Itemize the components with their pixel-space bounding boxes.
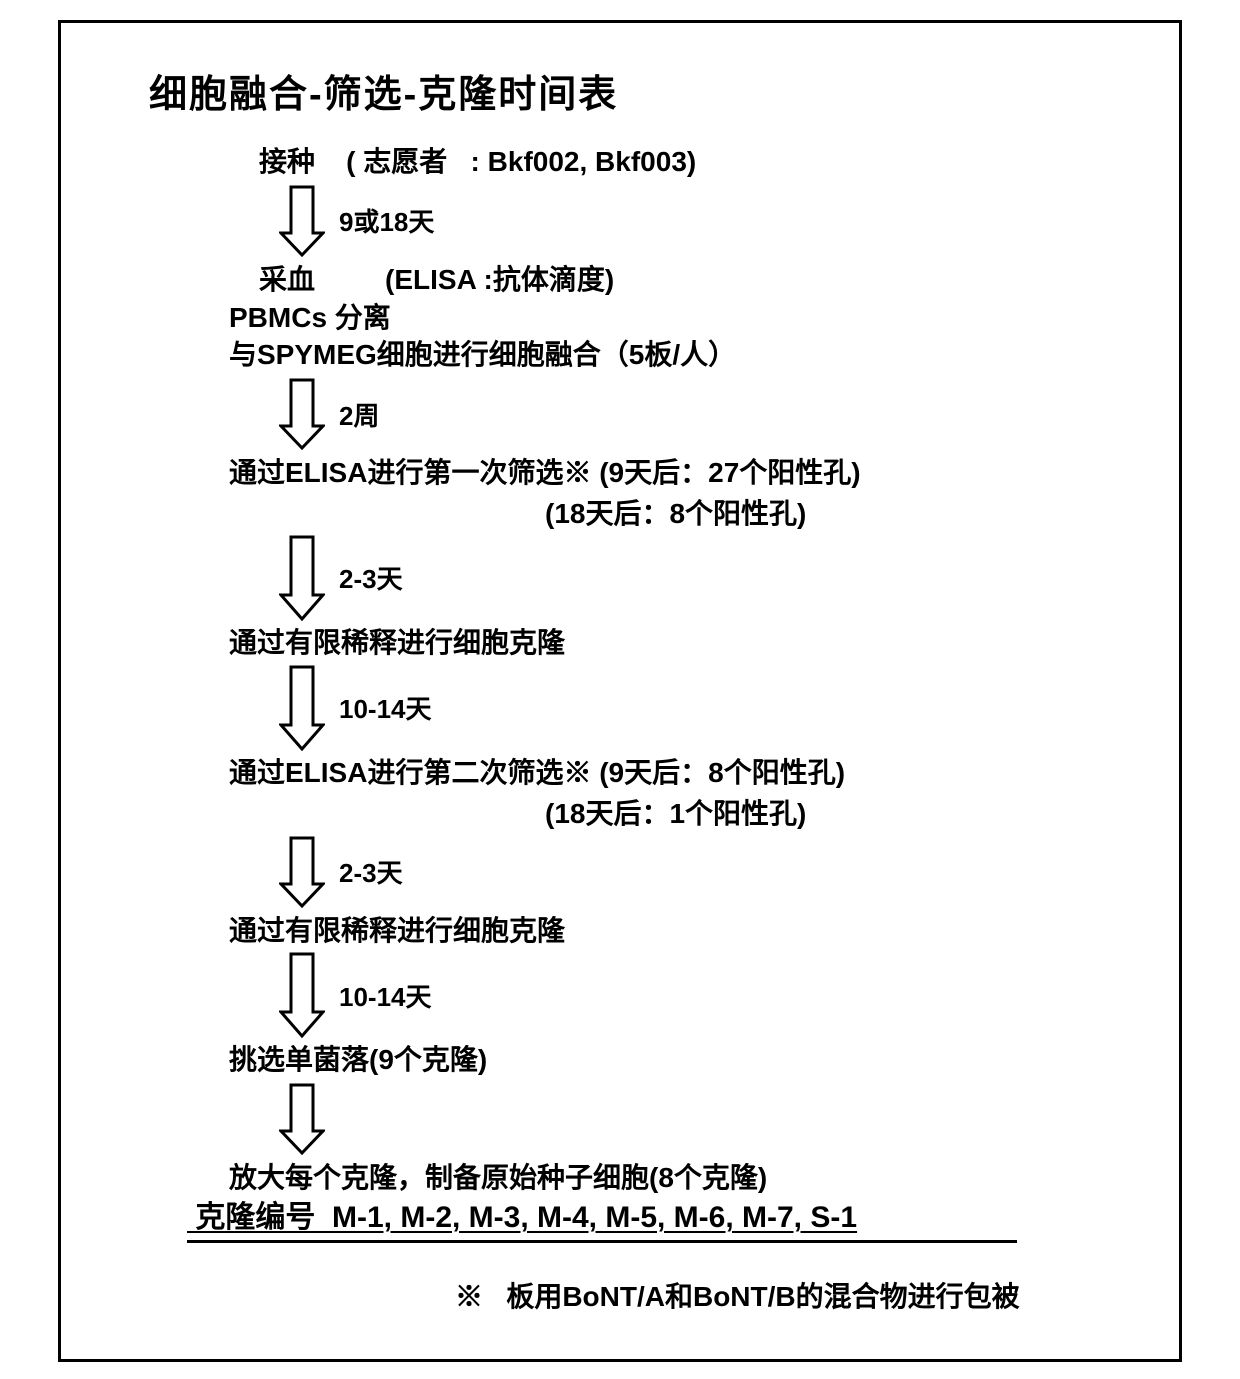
down-arrow-icon	[279, 378, 325, 450]
down-arrow-icon	[279, 952, 325, 1038]
arrow-2-label: 2周	[339, 396, 379, 433]
arrow-7	[279, 1079, 1199, 1159]
flowchart: 接种 ( 志愿者 : Bkf002, Bkf003) 9或18天 采血 (ELI…	[239, 143, 1199, 1197]
down-arrow-icon	[279, 836, 325, 908]
step-first-screening-note: (18天后：8个阳性孔)	[545, 492, 1199, 532]
down-arrow-icon	[279, 535, 325, 621]
step-second-screening: 通过ELISA进行第二次筛选※ (9天后：8个阳性孔)	[229, 754, 1199, 792]
step-pbmc-isolation: PBMCs 分离	[229, 299, 1199, 337]
step-cloning-2: 通过有限稀释进行细胞克隆	[229, 912, 1199, 950]
step-second-screening-note: (18天后：1个阳性孔)	[545, 792, 1199, 832]
arrow-5: 2-3天	[279, 832, 1199, 912]
arrow-1: 9或18天	[279, 181, 1199, 261]
diagram-title: 细胞融合-筛选-克隆时间表	[149, 63, 618, 118]
step-cloning-1: 通过有限稀释进行细胞克隆	[229, 624, 1199, 662]
arrow-1-label: 9或18天	[339, 202, 434, 239]
footnote: ※ 板用BoNT/A和BoNT/B的混合物进行包被	[455, 1275, 1020, 1315]
step-blood-draw: 采血 (ELISA :抗体滴度)	[259, 261, 1199, 299]
arrow-5-label: 2-3天	[339, 853, 403, 890]
arrow-4: 10-14天	[279, 662, 1199, 754]
step-pick-colony: 挑选单菌落(9个克隆)	[229, 1041, 1199, 1079]
step-first-screening: 通过ELISA进行第一次筛选※ (9天后：27个阳性孔)	[229, 454, 1199, 492]
down-arrow-icon	[279, 665, 325, 751]
page: 细胞融合-筛选-克隆时间表 接种 ( 志愿者 : Bkf002, Bkf003)…	[0, 0, 1240, 1379]
down-arrow-icon	[279, 1083, 325, 1155]
arrow-3: 2-3天	[279, 532, 1199, 624]
arrow-3-label: 2-3天	[339, 559, 403, 596]
arrow-6: 10-14天	[279, 949, 1199, 1041]
arrow-6-label: 10-14天	[339, 977, 432, 1014]
clone-id-line: 克隆编号 M-1, M-2, M-3, M-4, M-5, M-6, M-7, …	[187, 1192, 1017, 1243]
step-inoculation: 接种 ( 志愿者 : Bkf002, Bkf003)	[259, 143, 1199, 181]
step-fusion: 与SPYMEG细胞进行细胞融合（5板/人）	[229, 336, 1199, 374]
arrow-4-label: 10-14天	[339, 689, 432, 726]
arrow-2: 2周	[279, 374, 1199, 454]
outer-frame: 细胞融合-筛选-克隆时间表 接种 ( 志愿者 : Bkf002, Bkf003)…	[58, 20, 1182, 1362]
down-arrow-icon	[279, 185, 325, 257]
